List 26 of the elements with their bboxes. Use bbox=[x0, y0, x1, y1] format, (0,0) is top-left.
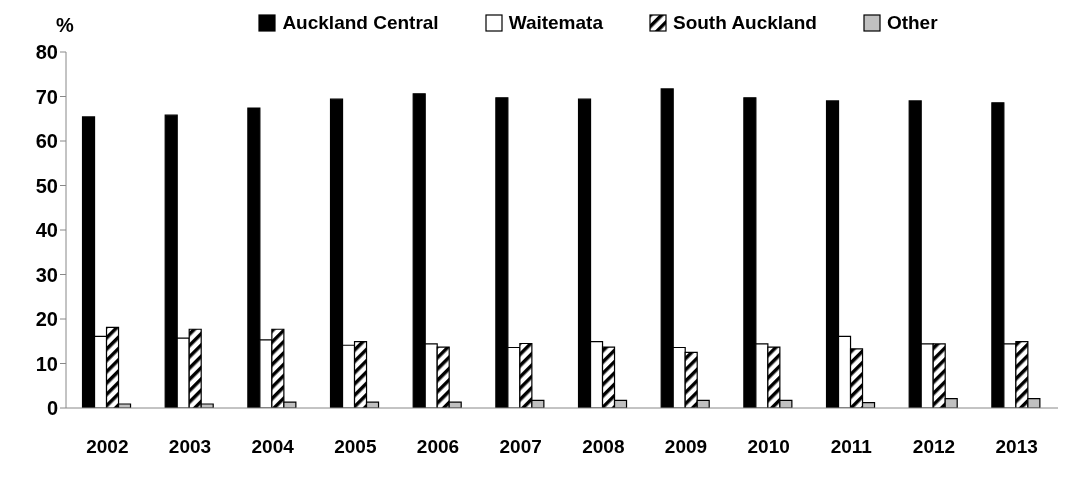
y-tick-label: 80 bbox=[35, 41, 58, 64]
x-tick-label: 2009 bbox=[664, 436, 708, 458]
y-axis-title: % bbox=[56, 14, 74, 37]
y-tick-label: 70 bbox=[35, 85, 58, 108]
y-tick-label: 50 bbox=[35, 174, 58, 197]
y-tick-label: 40 bbox=[35, 219, 58, 242]
y-tick-label: 20 bbox=[35, 308, 58, 331]
y-tick-label: 30 bbox=[35, 263, 58, 286]
x-tick-label: 2004 bbox=[251, 436, 295, 458]
x-tick-label: 2012 bbox=[912, 436, 956, 458]
y-tick-label: 10 bbox=[35, 352, 58, 375]
x-tick-label: 2005 bbox=[334, 436, 377, 458]
x-tick-label: 2010 bbox=[747, 436, 790, 458]
x-tick-label: 2011 bbox=[830, 436, 873, 458]
x-tick-label: 2002 bbox=[86, 436, 129, 458]
legend-label: South Auckland bbox=[672, 12, 817, 34]
legend-label: Other bbox=[886, 12, 938, 34]
legend-label: Waitemata bbox=[508, 12, 603, 34]
x-tick-label: 2003 bbox=[168, 436, 212, 458]
legend-label: Auckland Central bbox=[282, 12, 439, 34]
y-tick-label: 0 bbox=[46, 397, 58, 420]
y-tick-label: 60 bbox=[35, 130, 58, 153]
x-tick-label: 2007 bbox=[499, 436, 542, 458]
x-tick-label: 2008 bbox=[582, 436, 625, 458]
x-tick-label: 2006 bbox=[416, 436, 460, 458]
x-tick-label: 2013 bbox=[995, 436, 1038, 458]
